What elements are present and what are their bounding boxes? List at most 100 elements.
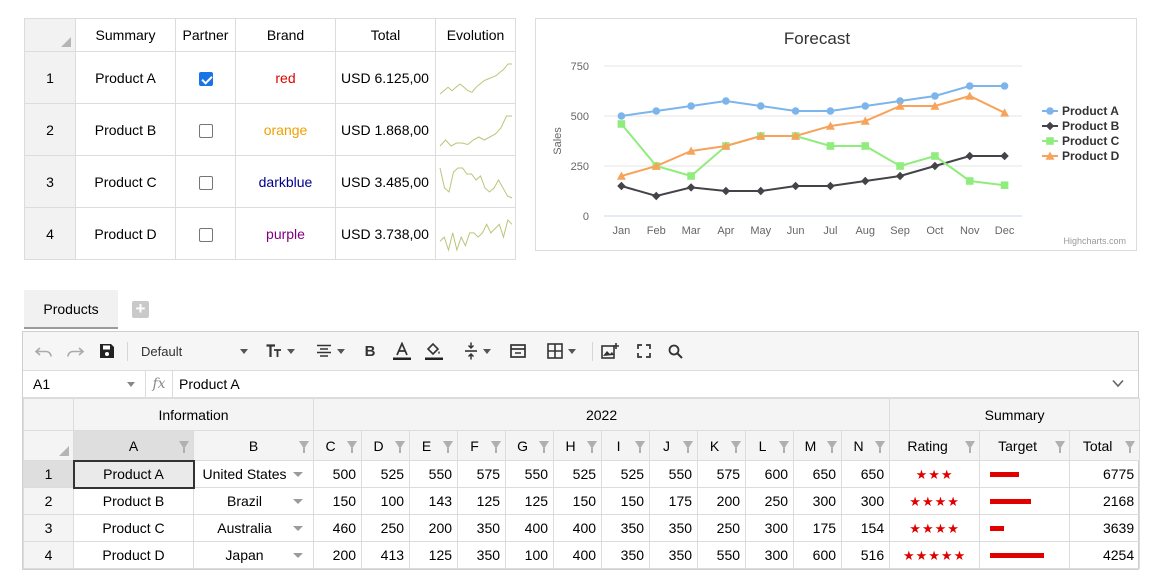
target-cell[interactable] (979, 514, 1071, 542)
month-cell[interactable]: 525 (601, 460, 651, 488)
month-cell[interactable]: 600 (745, 460, 795, 488)
filter-icon[interactable] (179, 441, 189, 453)
borders-icon[interactable] (541, 340, 581, 362)
rating-cell[interactable]: ★★★★★ (889, 541, 981, 569)
brand-cell[interactable]: red (235, 51, 336, 104)
column-header-partner[interactable]: Partner (175, 18, 236, 52)
insert-image-icon[interactable] (599, 340, 621, 362)
month-cell[interactable]: 525 (553, 460, 603, 488)
brand-cell[interactable]: darkblue (235, 155, 336, 208)
product-cell[interactable]: Product D (73, 541, 194, 569)
month-cell[interactable]: 550 (697, 541, 747, 569)
partner-checkbox[interactable] (198, 227, 213, 242)
column-header-total[interactable]: Total (1069, 430, 1141, 461)
filter-icon[interactable] (827, 441, 838, 453)
merge-icon[interactable] (507, 340, 529, 362)
search-icon[interactable] (664, 340, 686, 362)
add-sheet-button[interactable]: + (132, 300, 149, 318)
month-cell[interactable]: 200 (697, 487, 747, 515)
month-cell[interactable]: 125 (409, 541, 459, 569)
month-cell[interactable]: 200 (313, 541, 363, 569)
partner-checkbox[interactable] (198, 123, 213, 138)
column-header-e[interactable]: E (409, 430, 459, 461)
month-cell[interactable]: 250 (361, 514, 411, 542)
month-cell[interactable]: 150 (313, 487, 363, 515)
undo-icon[interactable] (33, 340, 55, 362)
align-icon[interactable] (313, 340, 347, 362)
function-icon[interactable]: fx (146, 371, 173, 397)
month-cell[interactable]: 300 (745, 514, 795, 542)
filter-icon[interactable] (299, 441, 310, 453)
month-cell[interactable]: 125 (505, 487, 555, 515)
fill-color-icon[interactable] (423, 340, 445, 362)
month-cell[interactable]: 650 (841, 460, 891, 488)
column-header-k[interactable]: K (697, 430, 747, 461)
month-cell[interactable]: 400 (505, 514, 555, 542)
row-header[interactable]: 2 (24, 103, 76, 156)
grid-corner[interactable] (24, 18, 76, 52)
filter-icon[interactable] (731, 441, 742, 453)
text-size-icon[interactable] (263, 340, 297, 362)
column-header-h[interactable]: H (553, 430, 603, 461)
filter-icon[interactable] (1125, 441, 1136, 453)
month-cell[interactable]: 500 (313, 460, 363, 488)
column-header-n[interactable]: N (841, 430, 891, 461)
product-cell[interactable]: Product B (73, 487, 194, 515)
product-cell[interactable]: Product C (73, 514, 194, 542)
column-header-f[interactable]: F (457, 430, 507, 461)
target-cell[interactable] (979, 487, 1071, 515)
row-header[interactable]: 1 (24, 51, 76, 104)
expand-formula-icon[interactable] (1112, 379, 1124, 388)
filter-icon[interactable] (635, 441, 646, 453)
summary-cell[interactable]: Product D (75, 207, 176, 260)
chevron-down-icon[interactable] (293, 526, 304, 531)
month-cell[interactable]: 250 (745, 487, 795, 515)
column-header-l[interactable]: L (745, 430, 795, 461)
month-cell[interactable]: 400 (553, 514, 603, 542)
product-cell[interactable]: Product A (72, 459, 195, 489)
brand-cell[interactable]: orange (235, 103, 336, 156)
row-header[interactable]: 4 (23, 541, 74, 569)
group-header-summary[interactable]: Summary (889, 398, 1141, 431)
month-cell[interactable]: 154 (841, 514, 891, 542)
month-cell[interactable]: 600 (793, 541, 843, 569)
month-cell[interactable]: 175 (793, 514, 843, 542)
grid-corner[interactable] (23, 430, 74, 461)
partner-cell[interactable] (175, 103, 236, 156)
row-header[interactable]: 3 (24, 155, 76, 208)
total-cell[interactable]: USD 3.485,00 (335, 155, 436, 208)
chevron-down-icon[interactable] (127, 382, 135, 387)
column-header-brand[interactable]: Brand (235, 18, 336, 52)
filter-icon[interactable] (875, 441, 886, 453)
month-cell[interactable]: 575 (457, 460, 507, 488)
month-cell[interactable]: 350 (601, 514, 651, 542)
month-cell[interactable]: 125 (457, 487, 507, 515)
column-header-summary[interactable]: Summary (75, 18, 176, 52)
column-header-c[interactable]: C (313, 430, 363, 461)
month-cell[interactable]: 350 (601, 541, 651, 569)
target-cell[interactable] (979, 541, 1071, 569)
filter-icon[interactable] (683, 441, 694, 453)
column-header-target[interactable]: Target (979, 430, 1071, 461)
month-cell[interactable]: 516 (841, 541, 891, 569)
total-cell[interactable]: USD 6.125,00 (335, 51, 436, 104)
summary-cell[interactable]: Product B (75, 103, 176, 156)
month-cell[interactable]: 550 (409, 460, 459, 488)
month-cell[interactable]: 413 (361, 541, 411, 569)
brand-cell[interactable]: purple (235, 207, 336, 260)
total-cell[interactable]: 3639 (1069, 514, 1141, 542)
month-cell[interactable]: 550 (649, 460, 699, 488)
month-cell[interactable]: 200 (409, 514, 459, 542)
month-cell[interactable]: 150 (553, 487, 603, 515)
column-header-evolution[interactable]: Evolution (435, 18, 516, 52)
fullscreen-icon[interactable] (633, 340, 655, 362)
filter-icon[interactable] (443, 441, 454, 453)
filter-icon[interactable] (491, 441, 502, 453)
month-cell[interactable]: 175 (649, 487, 699, 515)
column-header-d[interactable]: D (361, 430, 411, 461)
formula-input[interactable]: Product A (179, 376, 240, 392)
month-cell[interactable]: 575 (697, 460, 747, 488)
month-cell[interactable]: 650 (793, 460, 843, 488)
month-cell[interactable]: 100 (361, 487, 411, 515)
chevron-down-icon[interactable] (293, 553, 304, 558)
